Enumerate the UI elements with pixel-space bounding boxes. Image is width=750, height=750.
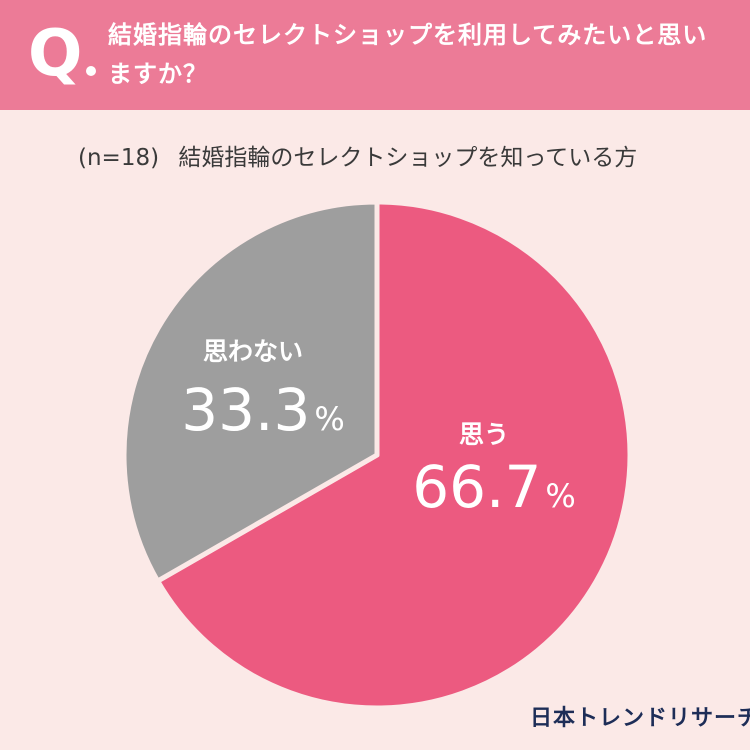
respondent-group: 結婚指輪のセレクトショップを知っている方 [178, 145, 638, 171]
pie-slice-2 [121, 199, 380, 584]
slice-label-2: 思わない [203, 337, 303, 366]
slice-label-1: 思う [459, 420, 509, 449]
sample-size: (n=18) [78, 145, 160, 171]
q-mark: Q [28, 17, 83, 91]
question-text: 結婚指輪のセレクトショップを利用してみたいと思いますか？ [108, 21, 708, 88]
question-header: Q 結婚指輪のセレクトショップを利用してみたいと思いますか？ [0, 0, 750, 110]
brand-logo: 日本トレンドリサーチ [530, 706, 750, 731]
slice-value-2: 33.3% [181, 376, 345, 444]
pie-slice-1 [155, 199, 633, 711]
slice-value-1: 66.7% [412, 453, 576, 521]
chart-subtitle: (n=18) 結婚指輪のセレクトショップを知っている方 [78, 140, 698, 176]
q-dot-icon [86, 66, 96, 76]
